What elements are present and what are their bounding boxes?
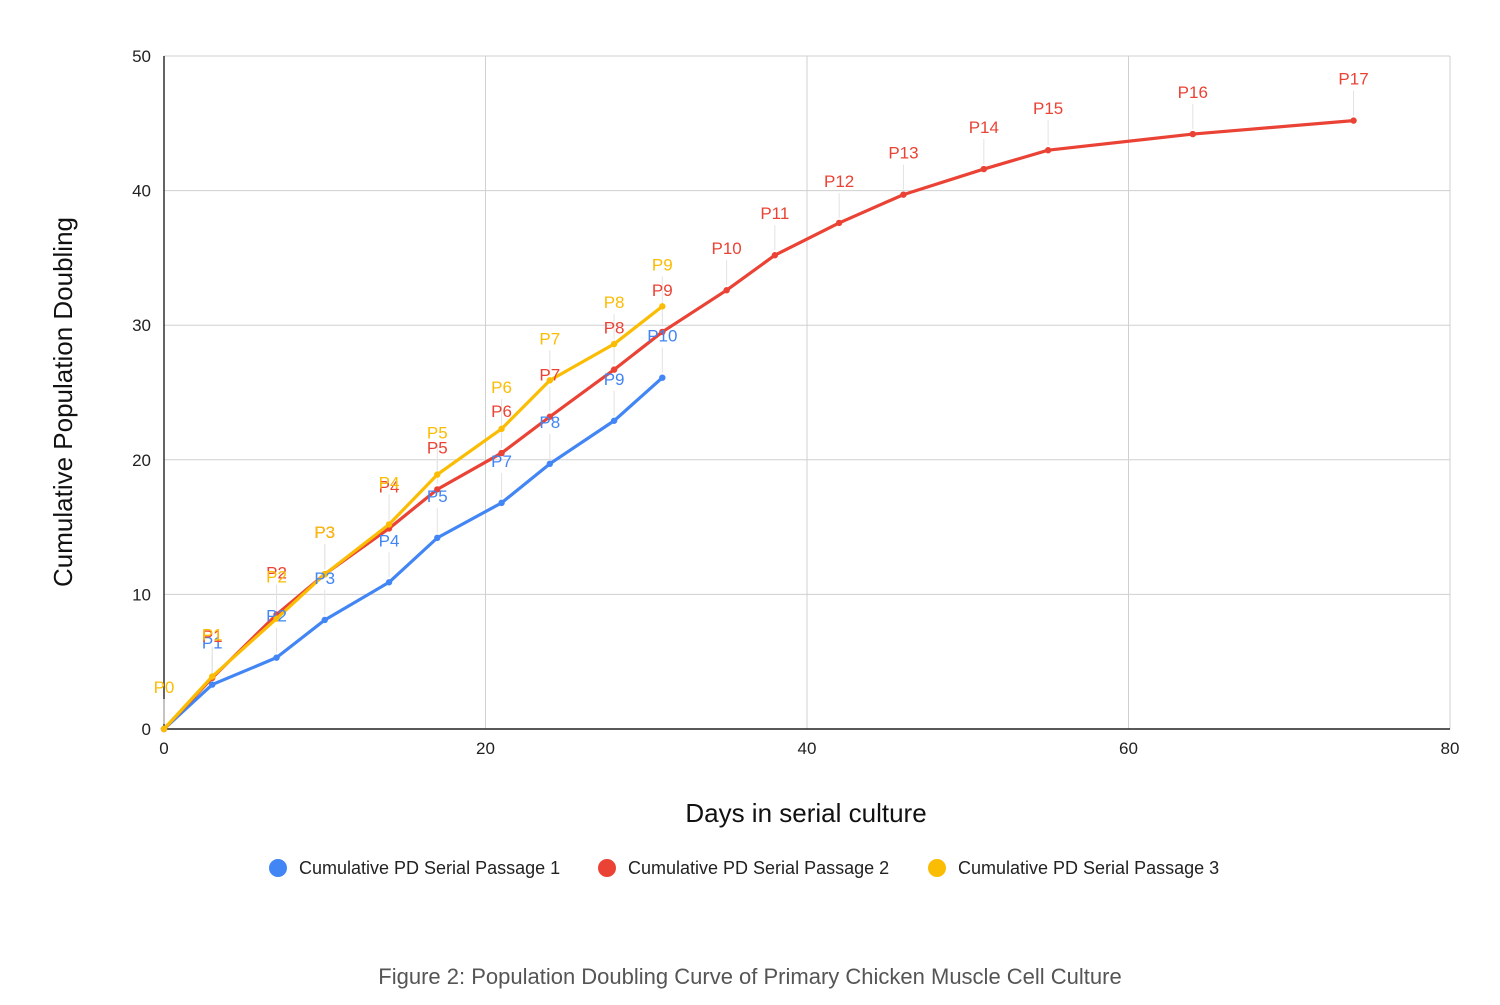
- point-label: P12: [824, 172, 854, 191]
- series-line-1: [162, 376, 664, 731]
- point-label: P8: [604, 319, 625, 338]
- figure-caption: Figure 2: Population Doubling Curve of P…: [378, 964, 1121, 989]
- point-label: P3: [314, 523, 335, 542]
- data-point: [498, 499, 505, 507]
- y-tick-label: 50: [132, 47, 151, 66]
- legend-marker-2: [598, 859, 616, 877]
- data-point: [385, 521, 393, 528]
- y-tick-label: 30: [132, 316, 151, 335]
- data-point: [160, 725, 168, 733]
- x-axis-title: Days in serial culture: [685, 798, 926, 828]
- point-label: P16: [1178, 83, 1208, 102]
- gridlines: [164, 55, 1451, 729]
- y-axis-title: Cumulative Population Doubling: [48, 217, 78, 587]
- point-label: P4: [379, 477, 400, 496]
- data-point: [900, 191, 907, 198]
- tick-labels: 0 20 40 60 80 0 10 20 30 40 50: [132, 47, 1459, 758]
- data-point: [273, 615, 280, 622]
- data-point: [610, 366, 618, 373]
- data-point: [434, 486, 441, 493]
- point-label: P5: [427, 424, 448, 443]
- data-point: [771, 252, 779, 259]
- point-label: P9: [652, 255, 673, 274]
- data-point: [1350, 117, 1357, 124]
- point-label: P10: [647, 327, 677, 346]
- data-point: [610, 340, 618, 348]
- data-point: [385, 579, 393, 586]
- data-point: [209, 673, 216, 680]
- data-point: [273, 654, 280, 661]
- data-point: [434, 534, 441, 542]
- data-point: [546, 460, 553, 468]
- legend-label-1: Cumulative PD Serial Passage 1: [299, 858, 560, 878]
- data-point: [1189, 130, 1197, 138]
- data-point: [498, 425, 505, 433]
- x-tick-label: 0: [159, 739, 168, 758]
- point-label: P9: [652, 281, 673, 300]
- point-label: P7: [539, 366, 560, 385]
- point-label: P9: [604, 370, 625, 389]
- point-label: P7: [539, 329, 560, 348]
- y-tick-label: 0: [142, 720, 151, 739]
- point-label: P1: [202, 634, 223, 653]
- legend-marker-1: [269, 859, 287, 877]
- legend-label-3: Cumulative PD Serial Passage 3: [958, 858, 1219, 878]
- point-label: P13: [888, 144, 918, 163]
- axes: [163, 56, 1450, 730]
- point-label: P14: [969, 118, 999, 137]
- data-point: [659, 303, 666, 310]
- point-label: P2: [266, 564, 287, 583]
- data-point: [321, 616, 328, 624]
- point-label: P1: [202, 627, 223, 646]
- point-label: P0: [154, 678, 175, 697]
- data-point: [659, 328, 666, 336]
- y-tick-label: 20: [132, 451, 151, 470]
- point-label: P4: [379, 473, 400, 492]
- x-tick-label: 40: [798, 739, 817, 758]
- point-label: P2: [266, 568, 287, 587]
- data-point: [980, 165, 988, 173]
- point-label: P8: [539, 413, 560, 432]
- x-tick-label: 80: [1441, 739, 1460, 758]
- point-label: P2: [266, 607, 287, 626]
- point-label: P6: [491, 402, 512, 421]
- data-point: [723, 287, 730, 294]
- series-line-3: [162, 304, 664, 731]
- data-point: [835, 219, 843, 227]
- data-point: [546, 413, 553, 420]
- point-label: P1: [202, 626, 223, 645]
- data-point: [610, 417, 618, 424]
- y-tick-label: 10: [132, 585, 151, 604]
- point-label: P3: [314, 523, 335, 542]
- data-point: [1044, 147, 1052, 154]
- point-label: P8: [604, 293, 625, 312]
- point-label: P11: [760, 204, 789, 223]
- data-point: [659, 374, 666, 381]
- data-point: [498, 449, 505, 457]
- data-point: [321, 571, 328, 578]
- legend-label-2: Cumulative PD Serial Passage 2: [628, 858, 889, 878]
- point-label: P5: [427, 438, 448, 457]
- data-point: [546, 377, 553, 384]
- point-label: P7: [491, 452, 512, 471]
- x-tick-label: 20: [476, 739, 495, 758]
- point-label: P3: [314, 569, 335, 588]
- point-label: P5: [427, 487, 448, 506]
- point-label: P6: [491, 378, 512, 397]
- point-label: P4: [379, 531, 400, 550]
- data-point: [209, 681, 216, 688]
- point-label: P15: [1033, 99, 1063, 118]
- point-label: P10: [712, 239, 742, 258]
- data-point: [434, 471, 441, 478]
- point-labels: P1 P2 P3 P4 P5 P7 P8 P9 P10 P1 P2 P3 P4 P5 P6 P7 P8 P9 P10…: [154, 70, 1369, 697]
- legend-marker-3: [928, 859, 946, 877]
- point-label: P17: [1338, 70, 1368, 89]
- series-lines: [160, 117, 1357, 733]
- x-tick-label: 60: [1119, 739, 1138, 758]
- legend: Cumulative PD Serial Passage 1 Cumulative…: [269, 858, 1219, 878]
- y-tick-label: 40: [132, 182, 151, 201]
